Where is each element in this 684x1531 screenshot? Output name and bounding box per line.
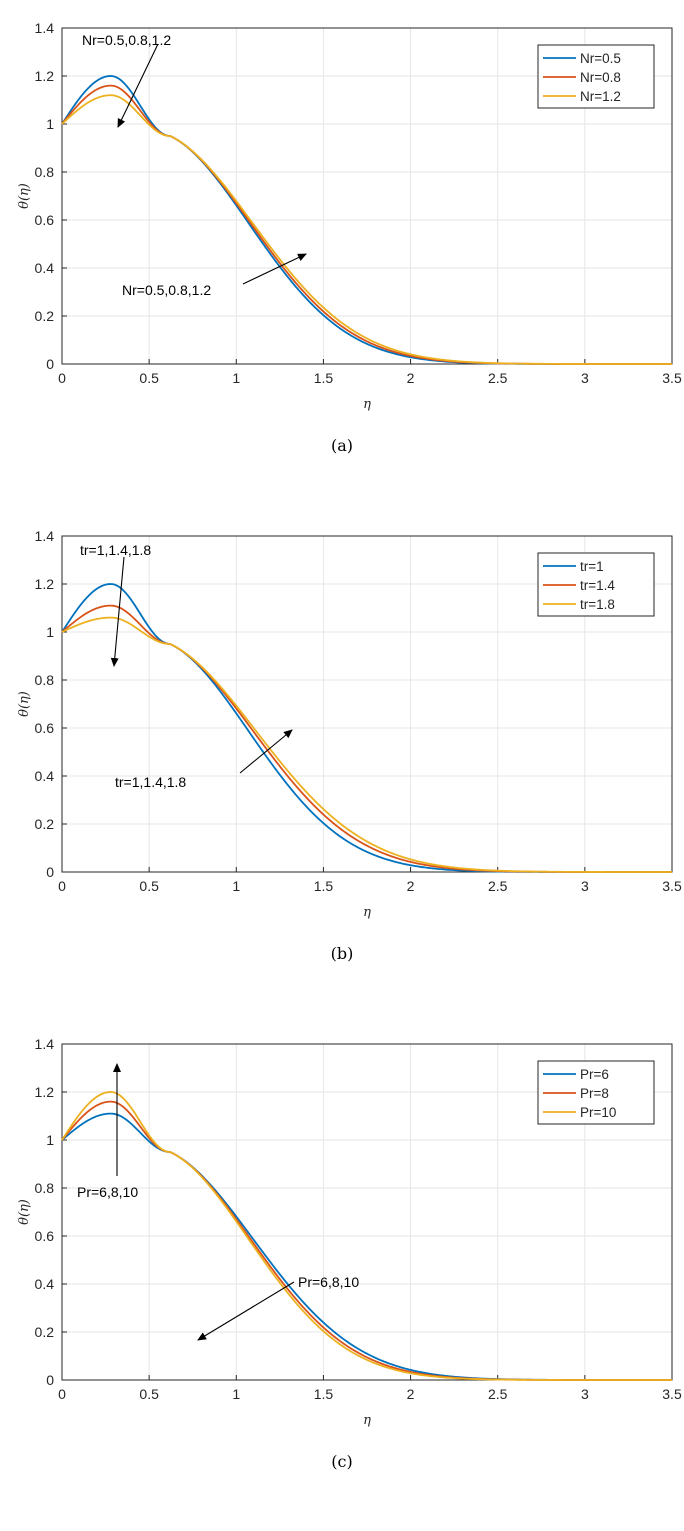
- x-tick-label: 0.5: [139, 1386, 159, 1402]
- legend-label-1: tr=1: [580, 559, 604, 574]
- x-tick-label: 0: [58, 878, 66, 894]
- legend-label-3: Nr=1.2: [580, 89, 621, 104]
- x-axis-label: η: [363, 397, 371, 412]
- y-tick-label: 0.4: [35, 768, 55, 784]
- y-tick-label: 0.8: [35, 1180, 55, 1196]
- legend-label-3: tr=1.8: [580, 597, 615, 612]
- annotation-label-2: tr=1,1.4,1.8: [115, 774, 186, 790]
- x-axis-label: η: [363, 905, 371, 920]
- y-tick-label: 0.6: [35, 720, 55, 736]
- x-tick-label: 3: [581, 878, 589, 894]
- y-tick-label: 1: [46, 624, 54, 640]
- y-axis-label: θ(η): [17, 183, 32, 209]
- x-tick-label: 1.5: [314, 878, 334, 894]
- legend-label-1: Nr=0.5: [580, 51, 621, 66]
- y-tick-label: 0.6: [35, 212, 55, 228]
- y-tick-label: 0.8: [35, 164, 55, 180]
- y-tick-label: 0.8: [35, 672, 55, 688]
- series-line-3: [61, 1091, 672, 1381]
- y-tick-label: 0.4: [35, 260, 55, 276]
- x-tick-label: 3: [581, 370, 589, 386]
- series-line-2: [61, 84, 672, 365]
- legend-label-2: Pr=8: [580, 1086, 609, 1101]
- x-tick-label: 2.5: [488, 878, 508, 894]
- series-line-2: [61, 1100, 672, 1381]
- y-tick-label: 0.4: [35, 1276, 55, 1292]
- y-tick-label: 0.2: [35, 308, 55, 324]
- annotation-label-1: tr=1,1.4,1.8: [80, 542, 151, 558]
- x-tick-label: 1: [232, 370, 240, 386]
- y-tick-label: 0.2: [35, 1324, 55, 1340]
- x-tick-label: 0.5: [139, 370, 159, 386]
- x-tick-label: 3.5: [662, 878, 682, 894]
- y-tick-label: 1.4: [35, 528, 55, 544]
- x-tick-label: 2: [407, 1386, 415, 1402]
- x-tick-label: 2.5: [488, 370, 508, 386]
- annotation-arrow-1: [117, 43, 159, 128]
- x-tick-label: 0: [58, 1386, 66, 1402]
- plot-frame: [61, 1043, 673, 1381]
- legend-label-2: Nr=0.8: [580, 70, 621, 85]
- y-tick-label: 1.2: [35, 576, 55, 592]
- y-tick-label: 0: [46, 864, 54, 880]
- y-tick-label: 1.4: [35, 20, 55, 36]
- x-tick-label: 1: [232, 1386, 240, 1402]
- x-tick-label: 2: [407, 878, 415, 894]
- x-tick-label: 0.5: [139, 878, 159, 894]
- legend-label-1: Pr=6: [580, 1067, 609, 1082]
- y-tick-label: 1.4: [35, 1036, 55, 1052]
- y-tick-label: 0: [46, 1372, 54, 1388]
- series-line-2: [61, 604, 672, 873]
- y-tick-label: 0.2: [35, 816, 55, 832]
- x-tick-label: 3.5: [662, 1386, 682, 1402]
- y-tick-label: 1: [46, 116, 54, 132]
- annotation-arrow-2: [197, 1281, 295, 1341]
- legend-label-3: Pr=10: [580, 1105, 616, 1120]
- annotation-arrow-1: [110, 556, 125, 667]
- x-tick-label: 2.5: [488, 1386, 508, 1402]
- plot-frame: [61, 27, 673, 365]
- panel-caption: (c): [331, 1452, 352, 1471]
- x-tick-label: 2: [407, 370, 415, 386]
- legend-label-2: tr=1.4: [580, 578, 615, 593]
- x-axis-label: η: [363, 1413, 371, 1428]
- series-line-3: [61, 94, 672, 365]
- panel-c: 0 0.5 1 1.5 2 2.5 3 3.5 0 0.2 0.4 0.6 0.8 1 1.2 1.4 η θ(η…: [17, 1036, 682, 1471]
- annotation-label-1: Pr=6,8,10: [77, 1184, 138, 1200]
- x-tick-label: 3: [581, 1386, 589, 1402]
- y-tick-label: 0: [46, 356, 54, 372]
- panel-b: 0 0.5 1 1.5 2 2.5 3 3.5 0 0.2 0.4 0.6 0.8 1 1.2 1.4 η θ(η…: [17, 528, 682, 963]
- y-tick-label: 1.2: [35, 68, 55, 84]
- y-axis-label: θ(η): [17, 1199, 32, 1225]
- x-tick-label: 3.5: [662, 370, 682, 386]
- panel-caption: (b): [331, 944, 354, 963]
- annotation-arrow-2: [239, 729, 293, 774]
- y-tick-label: 1.2: [35, 1084, 55, 1100]
- annotation-arrow-2: [242, 253, 307, 285]
- x-tick-label: 1.5: [314, 1386, 334, 1402]
- series-line-1: [61, 1112, 672, 1381]
- panel-caption: (a): [331, 436, 353, 455]
- series-line-3: [61, 616, 672, 873]
- annotation-label-1: Nr=0.5,0.8,1.2: [82, 32, 171, 48]
- plot-frame: [61, 535, 673, 873]
- y-axis-label: θ(η): [17, 691, 32, 717]
- y-tick-label: 1: [46, 1132, 54, 1148]
- x-tick-label: 1.5: [314, 370, 334, 386]
- panel-a: 0 0.5 1 1.5 2 2.5 3 3.5 0 0.2 0.4 0.6 0.8 1 1.2 1.4 η θ(η…: [17, 20, 682, 455]
- annotation-label-2: Nr=0.5,0.8,1.2: [122, 282, 211, 298]
- y-tick-label: 0.6: [35, 1228, 55, 1244]
- annotation-label-2: Pr=6,8,10: [298, 1274, 359, 1290]
- x-tick-label: 0: [58, 370, 66, 386]
- x-tick-label: 1: [232, 878, 240, 894]
